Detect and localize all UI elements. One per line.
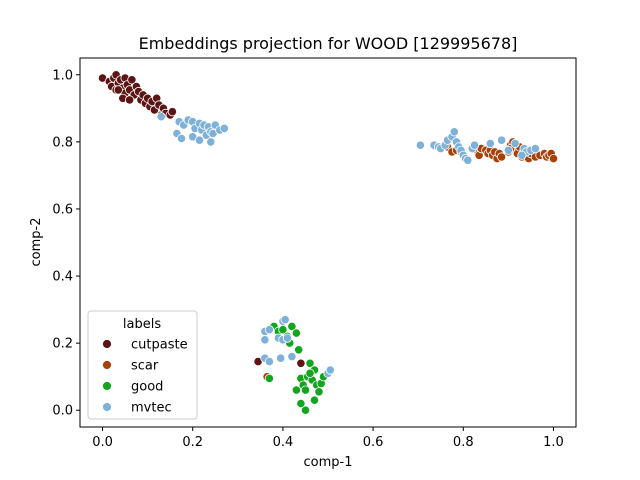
x-tick-label: 0.4 (273, 435, 294, 450)
point-cutpaste-32 (125, 95, 135, 105)
y-tick-label: 0.0 (52, 404, 73, 419)
x-tick-label: 1.0 (543, 435, 564, 450)
point-mvtec-36 (469, 140, 480, 150)
point-mvtec-45 (517, 150, 527, 160)
x-tick-label: 0.8 (453, 435, 474, 450)
y-axis-label: comp-2 (29, 218, 44, 267)
x-tick-label: 0.2 (182, 435, 203, 450)
point-good-10 (300, 385, 311, 395)
chart-title: Embeddings projection for WOOD [12999567… (139, 34, 518, 53)
x-axis-label: comp-1 (304, 455, 353, 470)
x-axis: 0.0 0.2 0.4 0.6 0.8 1.0 (92, 427, 564, 450)
plot-frame (79, 57, 577, 428)
point-mvtec-19 (194, 135, 205, 145)
y-tick-label: 1.0 (52, 68, 73, 83)
point-good-7 (294, 345, 304, 355)
legend: labels cutpaste scar good mvtec (87, 310, 198, 420)
point-mvtec-15 (219, 123, 229, 133)
legend-label-scar: scar (131, 359, 159, 374)
point-mvtec-40 (510, 138, 520, 149)
legend-items: cutpaste scar good mvtec (102, 338, 188, 416)
y-tick-label: 0.2 (52, 337, 73, 352)
y-tick-label: 0.4 (52, 270, 73, 285)
legend-marker-cutpaste (102, 339, 112, 349)
point-mvtec-44 (530, 144, 541, 154)
point-mvtec-0 (156, 112, 166, 122)
y-tick-label: 0.6 (52, 202, 73, 217)
point-good-24 (264, 373, 274, 383)
point-scar-14 (496, 152, 507, 162)
point-scar-33 (548, 154, 559, 164)
point-mvtec-28 (449, 127, 459, 137)
point-mvtec-39 (503, 145, 513, 155)
point-mvtec-47 (280, 315, 290, 325)
point-mvtec-38 (496, 135, 507, 145)
y-axis: 0.0 0.2 0.4 0.6 0.8 1.0 (52, 68, 80, 419)
point-mvtec-53 (282, 333, 292, 343)
point-cutpaste-30 (167, 107, 177, 117)
point-cutpaste-13 (127, 75, 137, 85)
point-good-18 (309, 395, 320, 405)
legend-marker-mvtec (102, 402, 112, 412)
point-good-5 (287, 321, 297, 331)
point-good-16 (314, 387, 324, 397)
legend-label-cutpaste: cutpaste (131, 338, 188, 353)
y-tick-label: 0.8 (52, 135, 73, 150)
legend-box (87, 310, 198, 420)
point-good-20 (296, 398, 306, 409)
legend-title: labels (123, 317, 161, 332)
point-mvtec-21 (415, 140, 425, 150)
point-mvtec-55 (276, 353, 286, 363)
point-good-23 (305, 368, 315, 378)
point-mvtec-34 (463, 155, 473, 165)
x-tick-label: 0.6 (363, 435, 384, 450)
point-mvtec-59 (325, 365, 335, 375)
point-mvtec-17 (176, 133, 187, 144)
point-good-19 (300, 405, 311, 415)
point-mvtec-37 (485, 138, 495, 149)
point-good-6 (291, 328, 301, 338)
point-good-12 (305, 358, 315, 368)
point-mvtec-54 (287, 351, 297, 362)
legend-marker-scar (102, 360, 112, 370)
point-cutpaste-35 (296, 358, 306, 368)
point-mvtec-50 (260, 335, 270, 345)
point-cutpaste-33 (113, 85, 123, 95)
points-layer (97, 70, 559, 415)
point-good-21 (291, 385, 301, 395)
legend-label-mvtec: mvtec (131, 401, 172, 416)
legend-label-good: good (131, 380, 163, 395)
legend-marker-good (102, 381, 112, 391)
x-tick-label: 0.0 (92, 435, 113, 450)
point-mvtec-49 (264, 325, 274, 335)
point-mvtec-57 (264, 356, 274, 367)
point-mvtec-20 (206, 137, 216, 147)
